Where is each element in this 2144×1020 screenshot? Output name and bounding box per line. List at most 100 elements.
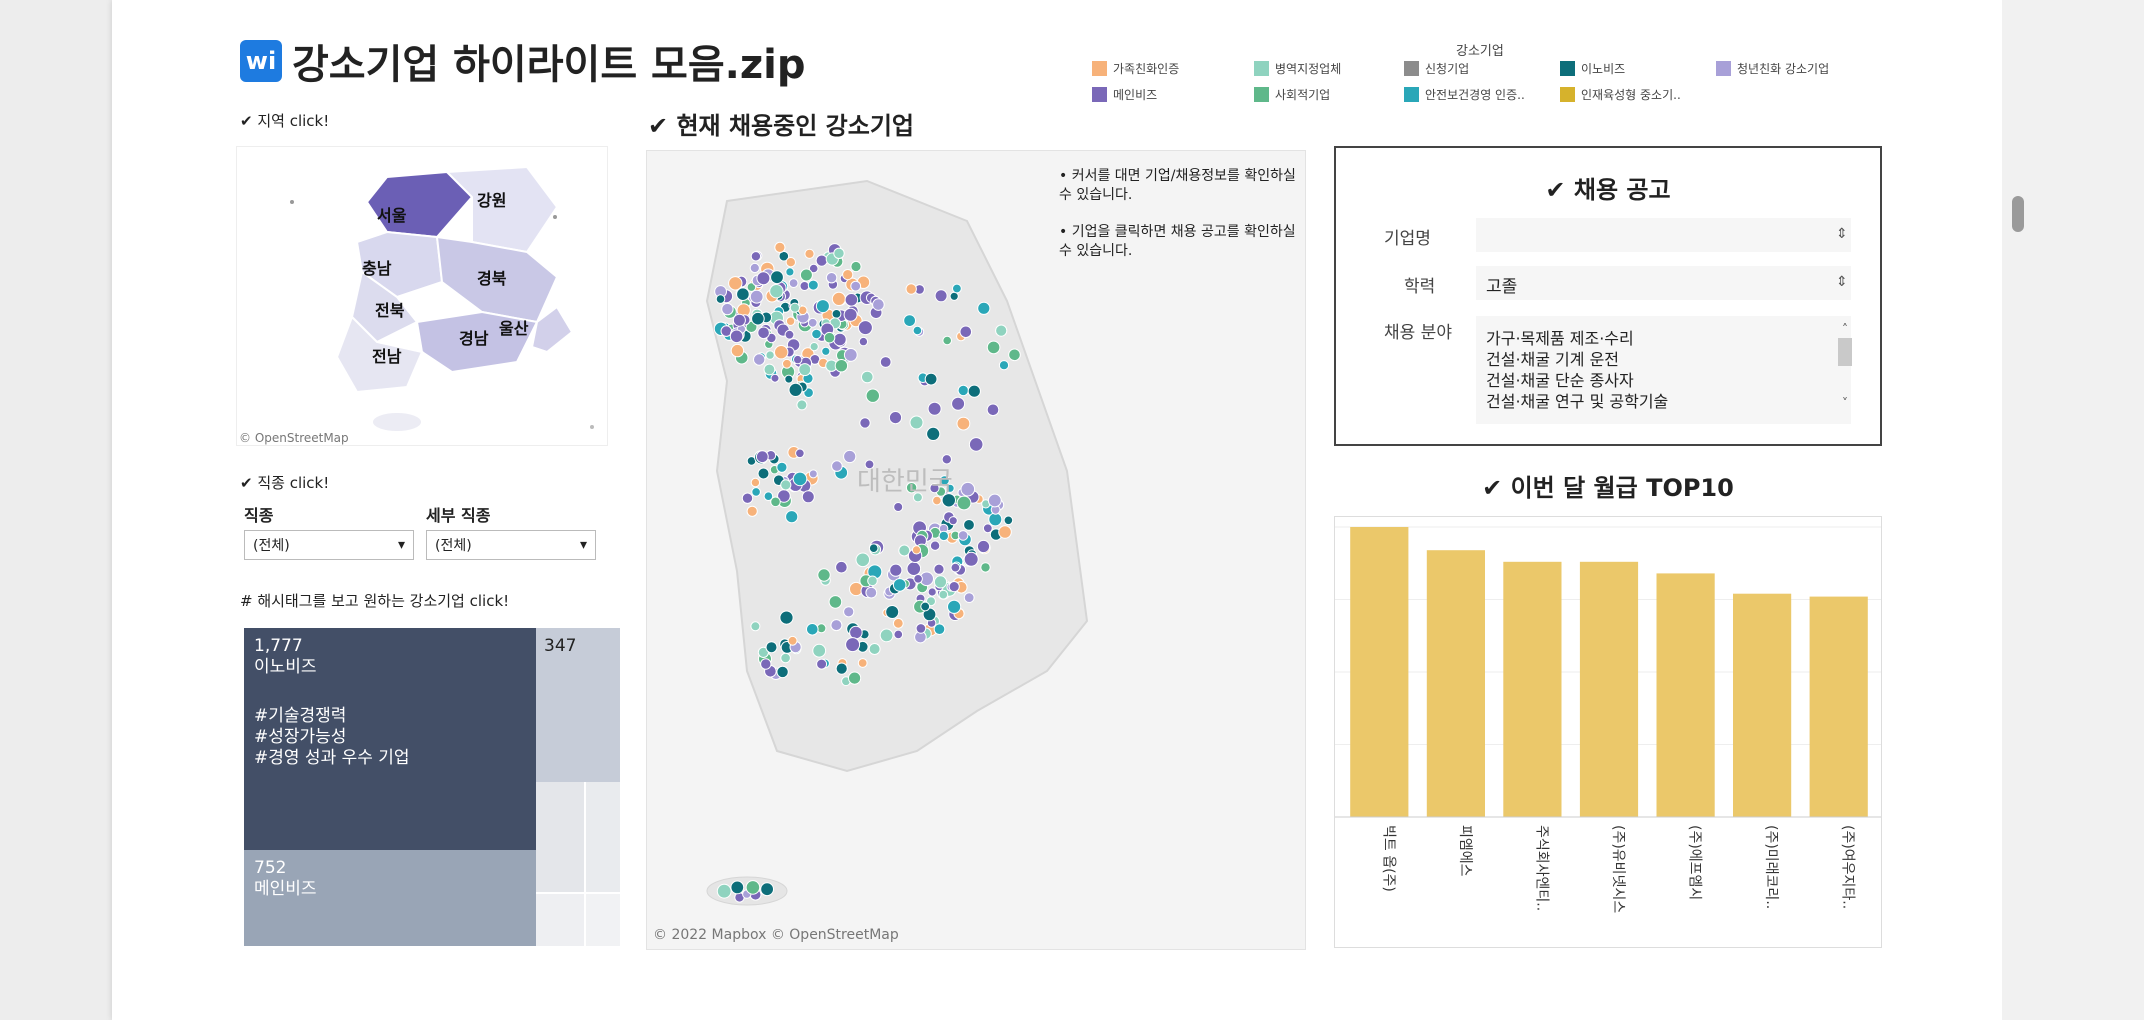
legend-item[interactable]: 가족친화인증 xyxy=(1092,60,1179,77)
map-attribution[interactable]: © 2022 Mapbox © OpenStreetMap xyxy=(653,927,899,943)
company-marker[interactable] xyxy=(926,426,941,441)
company-marker[interactable] xyxy=(889,563,903,577)
company-marker[interactable] xyxy=(956,495,972,511)
company-marker[interactable] xyxy=(811,328,822,340)
company-marker[interactable] xyxy=(998,525,1012,539)
company-marker[interactable] xyxy=(938,530,949,542)
company-marker[interactable] xyxy=(730,880,745,895)
company-select[interactable] xyxy=(1476,218,1851,252)
company-marker[interactable] xyxy=(968,437,984,452)
company-marker[interactable] xyxy=(976,539,991,554)
company-marker[interactable] xyxy=(865,586,878,599)
company-marker[interactable] xyxy=(816,658,828,670)
job-field-scrollbar[interactable]: ˄ ˅ xyxy=(1836,322,1854,418)
company-marker[interactable] xyxy=(763,363,776,376)
company-marker[interactable] xyxy=(760,658,772,670)
company-marker[interactable] xyxy=(948,581,960,593)
company-marker[interactable] xyxy=(745,880,761,895)
company-marker[interactable] xyxy=(721,302,734,316)
region-jeonnam[interactable] xyxy=(335,315,424,394)
legend-item[interactable]: 메인비즈 xyxy=(1092,86,1157,103)
bar[interactable] xyxy=(1426,550,1485,817)
company-marker[interactable] xyxy=(807,317,818,328)
company-marker[interactable] xyxy=(952,283,962,294)
company-marker[interactable] xyxy=(995,324,1008,337)
company-marker[interactable] xyxy=(867,575,878,587)
legend-item[interactable]: 인재육성형 중소기.. xyxy=(1560,86,1681,103)
company-marker[interactable] xyxy=(879,356,892,368)
company-marker[interactable] xyxy=(799,268,813,282)
legend-item[interactable]: 이노비즈 xyxy=(1560,60,1625,77)
company-marker[interactable] xyxy=(798,363,812,377)
company-marker[interactable] xyxy=(751,311,765,326)
company-marker[interactable] xyxy=(934,289,948,303)
company-marker[interactable] xyxy=(848,671,862,685)
company-marker[interactable] xyxy=(774,345,789,360)
company-marker[interactable] xyxy=(728,276,743,291)
company-marker[interactable] xyxy=(911,545,922,555)
company-marker[interactable] xyxy=(859,417,871,429)
company-marker[interactable] xyxy=(821,346,831,356)
company-marker[interactable] xyxy=(892,578,907,592)
company-marker[interactable] xyxy=(835,560,848,574)
treemap-tile-innobiz[interactable]: 1,777 이노비즈 #기술경쟁력 #성장가능성 #경영 성과 우수 기업 xyxy=(244,628,536,850)
company-marker[interactable] xyxy=(828,595,843,609)
company-marker[interactable] xyxy=(749,262,760,274)
company-marker[interactable] xyxy=(774,241,786,254)
region-ulsan[interactable] xyxy=(530,305,574,354)
company-marker[interactable] xyxy=(796,399,808,411)
company-marker[interactable] xyxy=(757,467,770,480)
job-select[interactable]: (전체) ▾ xyxy=(244,530,414,560)
company-marker[interactable] xyxy=(988,512,1003,527)
company-marker[interactable] xyxy=(785,267,795,277)
company-marker[interactable] xyxy=(751,487,761,497)
bar[interactable] xyxy=(1733,593,1792,817)
company-marker[interactable] xyxy=(806,623,819,636)
treemap-tile-347[interactable]: 347 xyxy=(536,628,620,782)
treemap-tile-small[interactable] xyxy=(586,894,620,946)
company-marker[interactable] xyxy=(857,320,873,336)
company-marker[interactable] xyxy=(963,519,975,531)
company-marker[interactable] xyxy=(715,294,726,304)
legend-item[interactable]: 청년친화 강소기업 xyxy=(1716,60,1829,77)
education-select[interactable]: 고졸 xyxy=(1476,266,1851,300)
company-marker[interactable] xyxy=(760,882,774,897)
company-marker[interactable] xyxy=(898,544,911,557)
company-marker[interactable] xyxy=(746,282,757,292)
region-map-attribution[interactable]: © OpenStreetMap xyxy=(239,431,349,445)
company-marker[interactable] xyxy=(808,469,818,479)
company-marker[interactable] xyxy=(957,530,969,541)
company-marker[interactable] xyxy=(765,641,778,654)
legend-item[interactable]: 병역지정업체 xyxy=(1254,60,1341,77)
region-jeju[interactable] xyxy=(373,413,421,431)
company-marker[interactable] xyxy=(861,370,874,384)
company-marker[interactable] xyxy=(757,646,770,658)
company-marker[interactable] xyxy=(801,490,815,504)
company-marker[interactable] xyxy=(906,561,922,577)
company-marker[interactable] xyxy=(831,291,846,306)
legend-item[interactable]: 신청기업 xyxy=(1404,60,1469,77)
company-marker[interactable] xyxy=(932,495,942,506)
company-marker[interactable] xyxy=(865,388,881,403)
company-marker[interactable] xyxy=(770,496,781,508)
bar[interactable] xyxy=(1579,561,1639,817)
company-marker[interactable] xyxy=(833,332,847,347)
company-marker[interactable] xyxy=(780,652,791,664)
company-marker[interactable] xyxy=(905,283,917,295)
company-marker[interactable] xyxy=(941,493,956,508)
company-marker[interactable] xyxy=(807,279,819,291)
company-marker[interactable] xyxy=(967,384,981,398)
bar[interactable] xyxy=(1503,561,1562,817)
company-marker[interactable] xyxy=(789,302,800,313)
company-marker[interactable] xyxy=(823,331,836,344)
company-marker[interactable] xyxy=(982,523,993,534)
company-marker[interactable] xyxy=(799,281,810,291)
treemap-tile-small[interactable] xyxy=(536,894,584,946)
company-marker[interactable] xyxy=(987,493,1002,508)
company-marker[interactable] xyxy=(864,459,875,470)
company-marker[interactable] xyxy=(776,461,788,473)
scrollbar-thumb[interactable] xyxy=(1838,338,1852,366)
company-marker[interactable] xyxy=(868,643,881,655)
company-marker[interactable] xyxy=(933,623,946,636)
company-marker[interactable] xyxy=(750,477,761,488)
